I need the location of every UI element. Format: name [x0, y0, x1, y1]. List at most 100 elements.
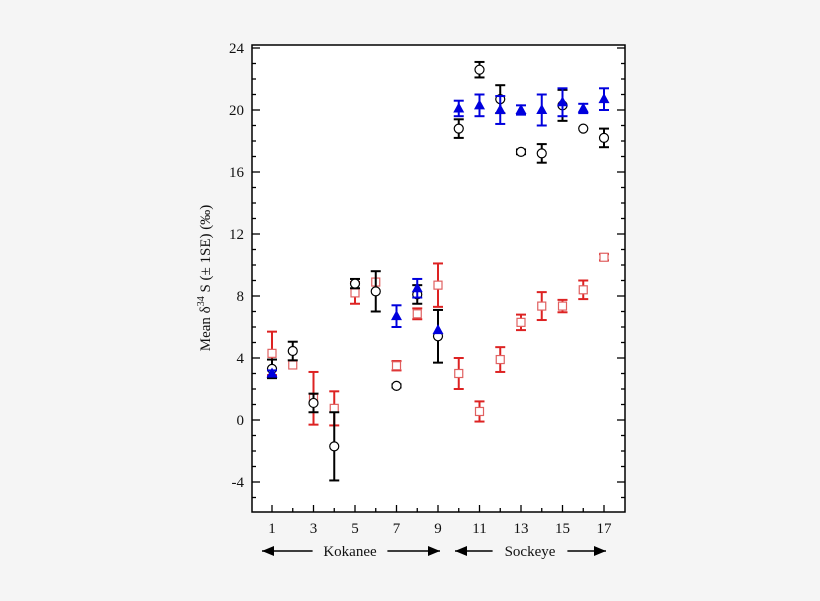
- data-point-triangle: [411, 277, 423, 299]
- data-point-circle: [453, 118, 464, 139]
- group-arrow-right-head: [428, 546, 440, 556]
- square-marker: [267, 348, 277, 358]
- group-label-kokanee: Kokanee: [323, 544, 377, 560]
- circle-marker: [536, 148, 547, 159]
- data-point-square: [453, 357, 464, 390]
- square-marker: [516, 317, 526, 327]
- circle-marker: [370, 286, 381, 297]
- data-point-triangle: [453, 99, 465, 118]
- group-label-sockeye: Sockeye: [505, 544, 556, 560]
- circle-marker: [578, 123, 589, 134]
- x-tick-label: 7: [393, 521, 401, 537]
- triangle-marker: [557, 96, 568, 107]
- data-point-triangle: [536, 93, 548, 127]
- square-marker: [412, 309, 422, 319]
- square-marker: [474, 406, 485, 417]
- triangle-marker: [391, 310, 402, 321]
- triangle-marker: [598, 93, 610, 104]
- data-point-triangle: [432, 324, 444, 335]
- data-point-triangle: [494, 95, 506, 125]
- data-point-square: [495, 346, 506, 373]
- data-point-square: [599, 252, 609, 262]
- data-point-circle: [578, 123, 589, 134]
- y-tick-label: 12: [229, 227, 244, 243]
- group-arrow-right-head: [594, 546, 606, 556]
- data-point-square: [536, 291, 547, 322]
- data-point-square: [557, 298, 568, 314]
- x-tick-label: 13: [514, 521, 529, 537]
- data-point-triangle: [557, 87, 568, 118]
- square-marker: [578, 285, 588, 295]
- triangle-marker: [411, 282, 423, 293]
- square-marker: [557, 301, 568, 311]
- triangle-marker: [536, 104, 548, 114]
- data-point-triangle: [474, 93, 485, 118]
- circle-marker: [349, 278, 361, 289]
- triangle-marker: [577, 102, 589, 113]
- y-tick-label: 20: [229, 103, 244, 119]
- x-tick-label: 9: [434, 521, 442, 537]
- x-tick-label: 1: [268, 521, 276, 537]
- data-point-circle: [287, 340, 298, 362]
- data-point-triangle: [598, 87, 610, 111]
- data-point-square: [412, 307, 423, 321]
- triangle-marker: [266, 367, 278, 378]
- square-marker: [391, 361, 402, 371]
- group-arrow-left-head: [455, 546, 467, 556]
- circle-marker: [515, 146, 527, 157]
- triangle-marker: [453, 102, 465, 113]
- triangle-marker: [494, 104, 506, 114]
- y-tick-label: 4: [237, 351, 245, 367]
- circle-marker: [453, 123, 464, 134]
- y-axis-label: Mean δ34 S (± 1SE) (‰): [196, 205, 214, 352]
- circle-marker: [391, 380, 402, 391]
- y-tick-label: -4: [232, 475, 245, 491]
- square-marker: [599, 252, 609, 262]
- y-tick-label: 0: [237, 413, 245, 429]
- square-marker: [288, 360, 298, 370]
- data-point-square: [578, 279, 589, 301]
- data-point-circle: [349, 277, 361, 290]
- data-point-square: [516, 313, 526, 332]
- y-tick-label: 16: [229, 165, 245, 181]
- data-point-triangle: [577, 102, 589, 115]
- x-tick-label: 5: [351, 521, 359, 537]
- triangle-marker: [474, 99, 485, 110]
- data-point-triangle: [515, 104, 527, 116]
- triangle-marker: [432, 324, 444, 335]
- circle-marker: [287, 345, 298, 357]
- circle-marker: [474, 64, 485, 75]
- x-tick-label: 17: [597, 521, 613, 537]
- circle-marker: [329, 441, 340, 452]
- data-point-square: [288, 360, 298, 370]
- triangle-marker: [515, 104, 527, 114]
- square-marker: [454, 368, 464, 379]
- square-marker: [495, 354, 505, 365]
- circle-marker: [308, 397, 319, 409]
- square-marker: [537, 301, 547, 311]
- square-marker: [329, 403, 339, 413]
- data-point-square: [391, 360, 402, 372]
- data-point-triangle: [266, 367, 278, 378]
- data-point-circle: [308, 392, 319, 414]
- square-marker: [433, 280, 443, 290]
- data-point-square: [474, 400, 485, 423]
- data-point-square: [433, 262, 443, 308]
- data-point-circle: [329, 411, 340, 482]
- x-tick-label: 15: [555, 521, 570, 537]
- data-point-triangle: [391, 304, 402, 328]
- y-tick-label: 8: [237, 289, 245, 305]
- y-tick-label: 24: [229, 41, 245, 57]
- group-arrow-left-head: [262, 546, 274, 556]
- data-point-circle: [391, 380, 402, 391]
- data-point-circle: [370, 270, 381, 313]
- data-point-circle: [474, 60, 485, 79]
- x-tick-label: 3: [310, 521, 318, 537]
- data-point-circle: [515, 146, 527, 157]
- x-tick-label: 11: [472, 521, 486, 537]
- data-point-circle: [536, 143, 547, 164]
- square-marker: [350, 288, 360, 298]
- circle-marker: [598, 132, 610, 143]
